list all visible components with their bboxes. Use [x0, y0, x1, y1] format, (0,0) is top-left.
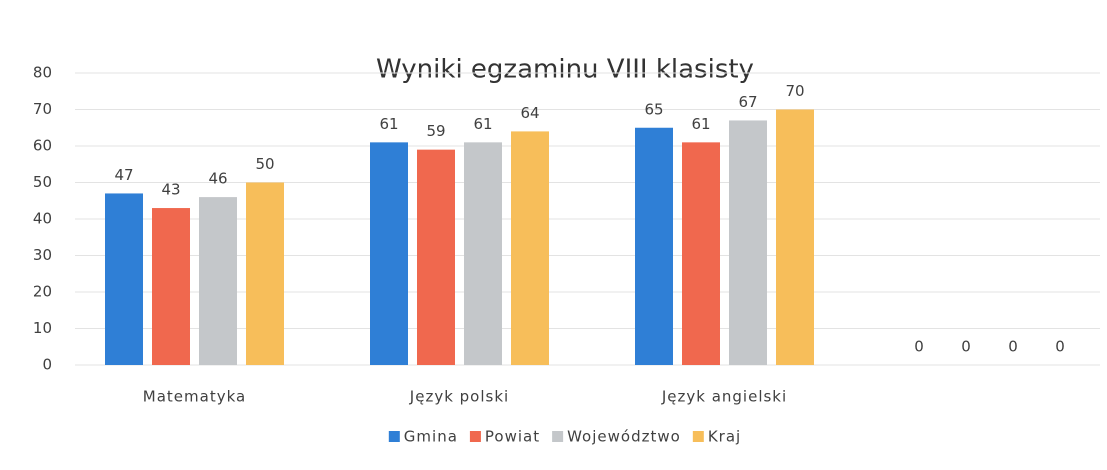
bar — [370, 142, 408, 365]
y-tick-label: 10 — [33, 319, 52, 337]
data-label: 43 — [161, 181, 180, 199]
legend-label: Województwo — [567, 428, 681, 446]
data-label: 67 — [738, 93, 757, 111]
data-label: 61 — [379, 115, 398, 133]
data-label: 61 — [691, 115, 710, 133]
data-label: 59 — [426, 122, 445, 140]
data-label: 65 — [644, 100, 663, 118]
bar — [152, 208, 190, 365]
data-label: 64 — [520, 104, 539, 122]
legend-label: Kraj — [708, 428, 741, 446]
data-label: 46 — [208, 170, 227, 188]
y-tick-label: 80 — [33, 64, 52, 82]
legend-swatch — [692, 431, 704, 442]
data-label: 0 — [1055, 338, 1065, 356]
bar — [105, 193, 143, 365]
x-tick-label: Język polski — [409, 388, 509, 406]
bar — [635, 127, 673, 365]
data-label: 47 — [114, 166, 133, 184]
y-tick-label: 40 — [33, 210, 52, 228]
data-label: 61 — [473, 115, 492, 133]
bar — [682, 142, 720, 365]
y-tick-label: 60 — [33, 137, 52, 155]
data-label: 70 — [785, 82, 804, 100]
x-tick-label: Język angielski — [661, 388, 787, 406]
chart-title: Wyniki egzaminu VIII klasisty — [376, 55, 754, 85]
y-tick-label: 30 — [33, 246, 52, 264]
bar — [464, 142, 502, 365]
y-tick-label: 20 — [33, 283, 52, 301]
y-tick-label: 50 — [33, 173, 52, 191]
bar — [246, 182, 284, 365]
x-tick-label: Matematyka — [143, 388, 246, 406]
bar — [511, 131, 549, 365]
data-label: 0 — [914, 338, 924, 356]
legend-swatch — [552, 431, 564, 442]
bar — [199, 197, 237, 365]
data-label: 0 — [961, 338, 971, 356]
legend-label: Powiat — [485, 428, 540, 446]
legend-swatch — [469, 431, 481, 442]
y-tick-label: 0 — [42, 356, 52, 374]
data-label: 50 — [255, 155, 274, 173]
bar — [417, 149, 455, 365]
bar — [729, 120, 767, 365]
data-label: 0 — [1008, 338, 1018, 356]
bar — [776, 109, 814, 365]
y-tick-label: 70 — [33, 100, 52, 118]
legend-label: Gmina — [404, 428, 458, 446]
legend-swatch — [388, 431, 400, 442]
